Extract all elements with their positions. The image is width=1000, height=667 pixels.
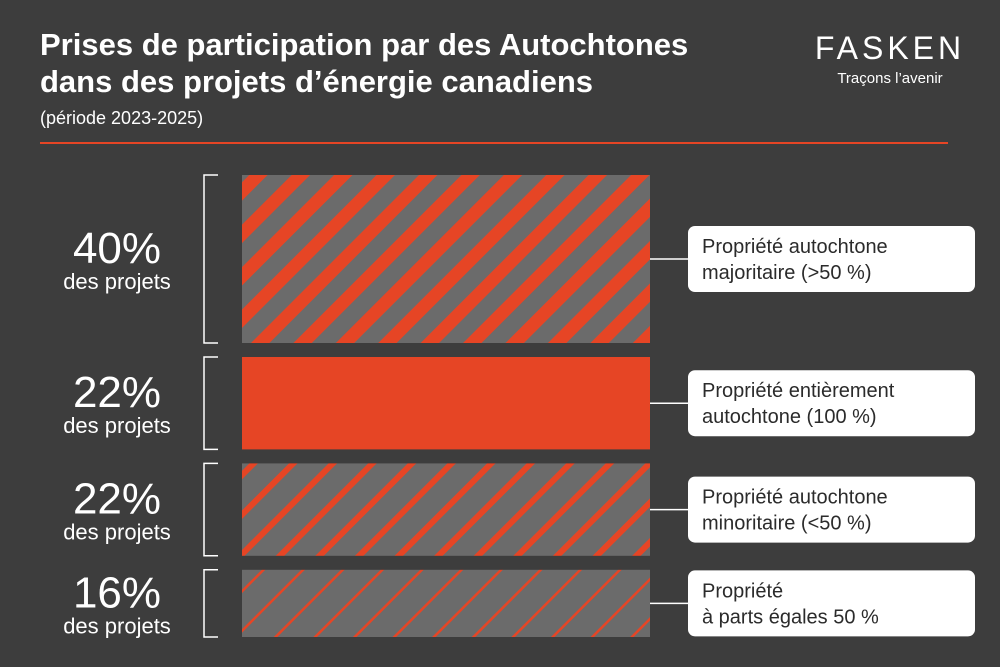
segment-bracket [203, 569, 218, 638]
category-label-box [688, 476, 975, 543]
value-label: 40% [73, 224, 161, 273]
value-sublabel: des projets [63, 413, 171, 438]
value-sublabel: des projets [63, 613, 171, 638]
category-label: à parts égales 50 % [702, 606, 879, 628]
category-label-box [688, 370, 975, 437]
category-label: Propriété autochtone [702, 236, 888, 258]
category-label: autochtone (100 %) [702, 406, 877, 428]
chart-title-line-1: Prises de participation par des Autochto… [40, 27, 689, 62]
bar [242, 175, 650, 343]
bar [242, 569, 650, 637]
value-label: 22% [73, 368, 161, 417]
chart-title-line-2: dans des projets d’énergie canadiens [40, 64, 594, 99]
category-label-box [688, 226, 975, 292]
value-sublabel: des projets [63, 520, 171, 545]
category-label: Propriété autochtone [702, 487, 888, 509]
title-divider [40, 142, 948, 144]
value-label: 16% [73, 568, 161, 617]
category-label: Propriété [702, 580, 783, 602]
category-label-box [688, 570, 975, 637]
category-label: Propriété entièrement [702, 380, 895, 402]
category-label: minoritaire (<50 %) [702, 513, 872, 535]
bar [242, 463, 650, 556]
chart-subtitle: (période 2023-2025) [40, 108, 204, 128]
brand-tagline: Traçons l’avenir [837, 70, 943, 87]
category-label: majoritaire (>50 %) [702, 262, 872, 284]
chart-title: Prises de participation par des Autochto… [40, 26, 688, 100]
segment-bracket [203, 174, 218, 344]
brand-name: FASKEN [814, 30, 966, 66]
value-label: 22% [73, 475, 161, 524]
segment-bracket [203, 462, 218, 557]
bar [242, 357, 650, 450]
segment-bracket [203, 356, 218, 451]
brand-logo: FASKEN Traçons l’avenir [800, 30, 980, 87]
value-sublabel: des projets [63, 269, 171, 294]
